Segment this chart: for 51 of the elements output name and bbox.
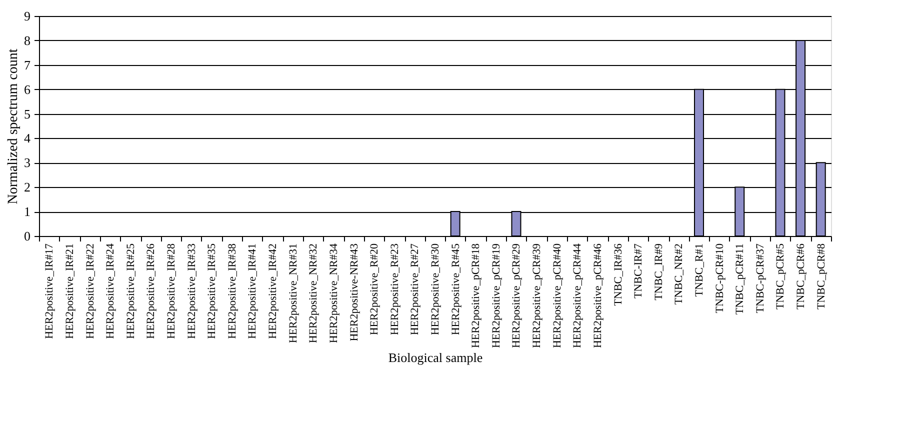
- y-tick-label: 5: [24, 106, 30, 122]
- x-tick-label: HER2positive_pCR#29: [510, 243, 523, 348]
- x-tick-label: HER2positive_NR#34: [328, 243, 340, 344]
- x-tick-label: HER2positive_R#27: [409, 243, 422, 336]
- x-tick-label: HER2positive_IR#33: [186, 243, 198, 339]
- y-tick-label: 0: [24, 228, 30, 244]
- x-tick-label: HER2positive_IR#21: [64, 244, 76, 339]
- x-tick-label: TNBC_pCR#11: [734, 244, 746, 315]
- x-tick-label: HER2positive_NR#31: [287, 244, 300, 344]
- x-tick-label: TNBC_NR#2: [673, 244, 686, 305]
- x-tick-label: TNBC-pCR#37: [754, 243, 766, 314]
- x-tick-label: HER2positive_pCR#40: [551, 243, 564, 348]
- x-tick-label: HER2positive_IR#24: [104, 243, 117, 339]
- x-tick-label: HER2positive_IR#26: [145, 243, 158, 339]
- y-tick-label: 7: [24, 57, 31, 72]
- x-tick-label: HER2positive_IR#25: [124, 243, 137, 339]
- y-tick-label: 1: [24, 204, 30, 220]
- x-tick-label: HER2positive_R#30: [430, 243, 442, 336]
- x-tick-label: HER2positive_R#20: [368, 243, 381, 336]
- y-tick-label: 8: [24, 32, 30, 48]
- x-tick-label: HER2positive-NR#43: [348, 243, 360, 342]
- x-axis-title: Biological sample: [388, 350, 483, 366]
- y-tick-label: 2: [24, 180, 30, 195]
- x-tick-label: HER2positive_pCR#44: [572, 243, 584, 348]
- x-tick-label: HER2positive_IR#35: [206, 243, 218, 339]
- x-tick-label: HER2positive_pCR#39: [531, 243, 544, 348]
- y-tick-label: 6: [24, 82, 31, 97]
- x-tick-label: TNBC_pCR#5: [774, 243, 787, 310]
- y-axis-title: Normalized spectrum count: [6, 48, 21, 204]
- x-tick-label: HER2positive_IR#28: [166, 243, 178, 339]
- x-tick-label: HER2positive_R#45: [450, 243, 462, 336]
- x-tick-label: HER2positive_NR#32: [308, 244, 320, 344]
- x-tick-label: HER2positive_IR#42: [267, 244, 280, 339]
- x-tick-label: HER2positive_R#23: [388, 243, 401, 336]
- x-tick-label: TNBC_IR#9: [652, 243, 665, 300]
- y-tick-label: 4: [24, 130, 31, 146]
- x-tick-label: TNBC-pCR#10: [714, 243, 726, 314]
- x-tick-label: TNBC_R#1: [694, 244, 706, 297]
- y-tick-label: 9: [24, 8, 30, 24]
- x-tick-label: HER2positive_IR#17: [44, 243, 56, 339]
- x-tick-label: TNBC-IR#7: [632, 243, 645, 298]
- x-tick-label: HER2positive_IR#41: [246, 244, 259, 339]
- x-tick-label: HER2positive_IR#38: [226, 243, 238, 339]
- x-tick-label: HER2positive_pCR#19: [490, 243, 502, 348]
- y-tick-label: 3: [24, 155, 30, 170]
- x-tick-label: TNBC_pCR#8: [815, 243, 828, 310]
- x-tick-label: HER2positive_pCR#18: [470, 243, 482, 348]
- x-tick-label: TNBC_IR#36: [612, 243, 624, 306]
- x-tick-label: TNBC_pCR#6: [795, 243, 808, 310]
- x-tick-label: HER2positive_pCR#46: [592, 243, 604, 348]
- x-tick-label: HER2positive_IR#22: [84, 244, 96, 339]
